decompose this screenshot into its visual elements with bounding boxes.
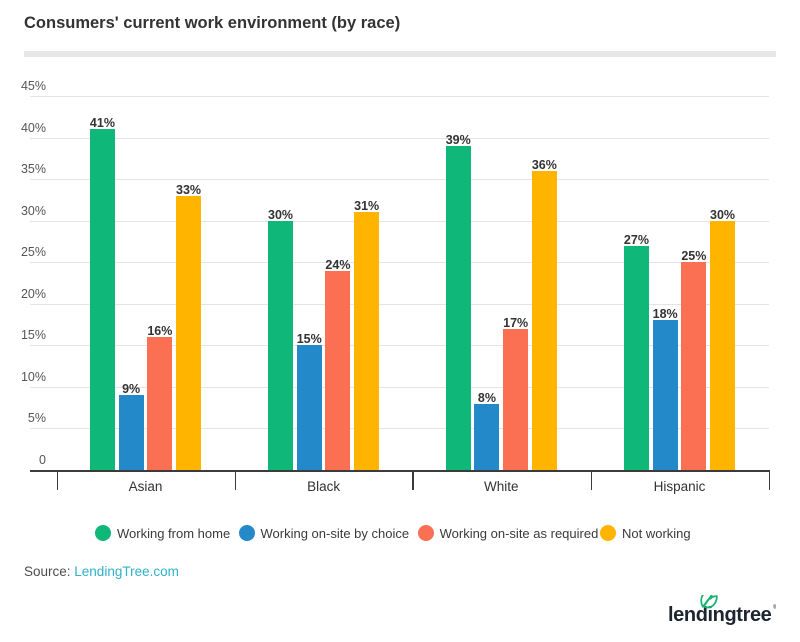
svg-text:®: ®: [773, 604, 776, 611]
svg-text:lendingtree: lendingtree: [668, 604, 772, 626]
